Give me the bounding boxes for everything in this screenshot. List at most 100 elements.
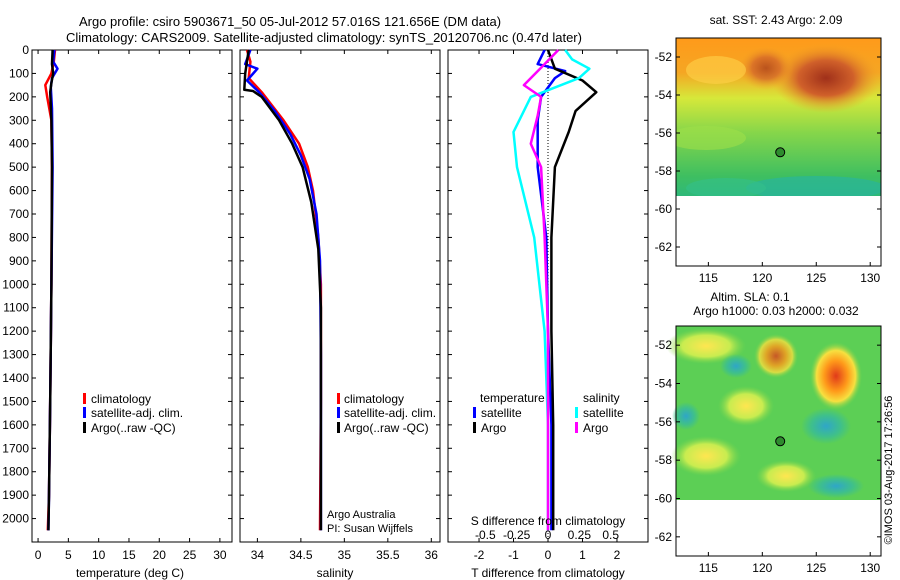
x-tick-label: 0 [35,548,42,562]
legend-swatch-temp-satellite [473,407,476,418]
legend-swatch-sal-satellite [575,407,578,418]
lat-tick-label: -60 [655,202,673,216]
salinity-axes-frame [239,49,441,543]
legend-label-satellite: satellite-adj. clim. [91,406,183,420]
x-tick-label: 10 [92,548,106,562]
x-tick-label: 30 [213,548,227,562]
legend-label-satellite: satellite-adj. clim. [344,406,436,420]
temperature-panel: 0100200300400500600700800900100011001200… [2,43,233,580]
imos-watermark: ©IMOS 03-Aug-2017 17:26:56 [883,396,895,545]
sst-lat-axis: -52 -54 -56 -58 -60 -62 [655,50,881,254]
lon-tick-label: 125 [806,271,826,285]
lat-tick-label: -58 [655,164,673,178]
salinity-profiles [243,49,323,531]
x-tick-label: 0 [545,548,552,562]
depth-tick-label: 700 [9,207,29,221]
salinity-panel: 34 34.5 35 35.5 36 salinity climatology sate… [239,49,441,580]
legend-label-climatology: climatology [344,392,404,406]
lon-tick-label: 115 [699,271,718,285]
series-line-argo-raw-qc- [243,49,323,531]
x-tick-label: -2 [474,548,485,562]
argo-float-marker [775,147,786,158]
salinity-xlabel: salinity [317,566,354,580]
depth-tick-label: 1700 [2,441,29,455]
lat-tick-label: -62 [655,530,673,544]
x-tick-label: 35 [338,548,352,562]
difference-panel: -2 -1 0 1 2 -0.5 -0.25 0 0.25 0.5 S difference f… [447,49,649,580]
depth-tick-label: 0 [22,43,29,57]
depth-axis: 0 100 200 300 400 500 600 700 800 900 1000 1100 1200… [2,43,232,526]
x-tick-label: 34.5 [289,548,313,562]
legend-swatch-argo [337,422,340,433]
depth-tick-label: 900 [9,254,29,268]
legend-label-argo: Argo(..raw -QC) [344,421,429,435]
lon-tick-label: 115 [699,561,718,575]
lat-tick-label: -58 [655,453,673,467]
series-line-salinity-satellite [512,49,591,531]
temperature-x-axis: 0 5 10 15 20 25 30 [35,50,227,562]
sla-map-panel: Altim. SLA: 0.1 Argo h1000: 0.03 h2000: … [655,290,882,575]
x-tick-label: 5 [65,548,72,562]
sst-no-data-area [676,210,881,266]
x-tick-label: 2 [614,548,621,562]
lat-tick-label: -52 [655,50,673,64]
depth-tick-label: 200 [9,90,29,104]
sla-lat-axis: -52 -54 -56 -58 -60 -62 [655,338,881,544]
legend-swatch-satellite [337,407,340,418]
x-tick-label: 34 [251,548,265,562]
legend-swatch-climatology [337,393,340,404]
legend-label-climatology: climatology [91,392,151,406]
salinity-y-ticks [240,49,440,520]
lat-tick-label: -54 [655,377,673,391]
series-line-salinity-argo [522,49,560,531]
sst-map-title: sat. SST: 2.43 Argo: 2.09 [710,13,843,27]
lon-tick-label: 120 [752,271,772,285]
lat-tick-label: -56 [655,415,673,429]
legend-label-argo: Argo(..raw -QC) [91,421,176,435]
depth-tick-label: 1900 [2,488,29,502]
depth-tick-label: 800 [9,230,29,244]
sla-lon-axis: 115 120 125 130 [699,552,881,575]
depth-tick-label: 1800 [2,465,29,479]
legend-label-sal-satellite: satellite [583,406,624,420]
series-line-temperature-argo [546,49,598,531]
x-tick-label: 36 [425,548,439,562]
pi-annotation: PI: Susan Wijffels [327,523,413,535]
legend-swatch-argo [83,422,86,433]
legend-title-temperature: temperature [480,391,545,405]
legend-label-temp-satellite: satellite [481,406,522,420]
sst-heatmap [676,38,881,196]
sla-no-data-area [676,500,881,556]
s-tick-label: 0.25 [568,528,592,542]
t-difference-x-axis: -2 -1 0 1 2 [474,50,621,562]
lat-tick-label: -56 [655,126,673,140]
sla-map-title: Altim. SLA: 0.1 [710,290,790,304]
lat-tick-label: -52 [655,338,673,352]
legend-swatch-sal-argo [575,422,578,433]
x-tick-label: 15 [122,548,136,562]
legend-title-salinity: salinity [583,391,620,405]
depth-tick-label: 1400 [2,371,29,385]
difference-legend: temperature salinity satellite Argo sate… [473,391,624,435]
sla-map-subtitle: Argo h1000: 0.03 h2000: 0.032 [693,304,859,318]
lon-tick-label: 125 [806,561,826,575]
legend-swatch-temp-argo [473,422,476,433]
temperature-profiles [44,49,59,531]
legend-swatch-satellite [83,407,86,418]
figure-title-line2: Climatology: CARS2009. Satellite-adjuste… [66,30,582,45]
temperature-legend: climatology satellite-adj. clim. Argo(..… [83,392,183,435]
s-tick-label: -0.25 [503,528,531,542]
depth-tick-label: 1100 [3,301,29,315]
sst-map-panel: sat. SST: 2.43 Argo: 2.09 -52 -54 -56 -58 -6… [655,13,882,285]
series-line-argo-raw-qc- [47,49,55,531]
depth-tick-label: 1300 [2,348,29,362]
lat-tick-label: -62 [655,240,673,254]
s-tick-label: -0.5 [475,528,496,542]
x-tick-label: 35.5 [376,548,400,562]
depth-tick-label: 500 [9,160,29,174]
x-tick-label: 20 [153,548,167,562]
lon-tick-label: 120 [752,561,772,575]
lat-tick-label: -54 [655,88,673,102]
temperature-xlabel: temperature (deg C) [76,566,184,580]
